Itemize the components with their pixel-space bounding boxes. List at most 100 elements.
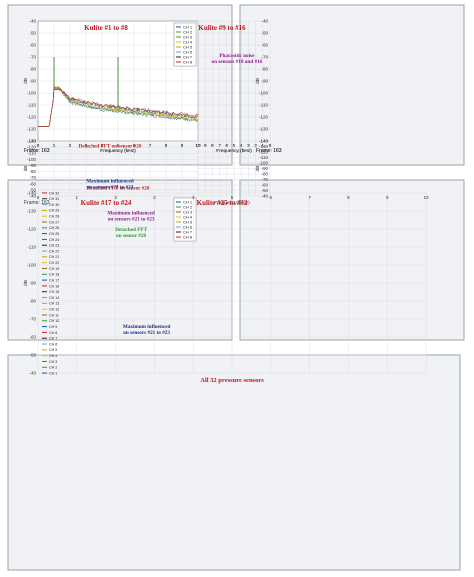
- x-tick-label: 10: [195, 143, 201, 148]
- legend-label: CH 3: [49, 360, 57, 364]
- legend-label: CH 32: [49, 191, 59, 195]
- annotation-line: Maximum influenced: [123, 324, 171, 330]
- y-tick-label: -100: [27, 157, 37, 162]
- chart-panel-k17: 0 1 2 3 4 5 6 7 8 9 10-40-50-60-70-80-90-100-110-1…: [7, 139, 233, 341]
- legend-label: CH 11: [49, 313, 59, 317]
- y-tick-label: -70: [29, 55, 36, 60]
- x-tick-label: 1: [262, 143, 265, 148]
- y-tick-label: -130: [259, 144, 269, 149]
- annotation-text: Pharasitic noise on sensors #10 and #16: [212, 53, 263, 65]
- y-axis-label: dB: [23, 166, 29, 172]
- x-tick-label: 2: [254, 143, 257, 148]
- x-tick-label: 9: [181, 143, 184, 148]
- chart-title: All 32 pressure sensors: [200, 377, 264, 384]
- legend-label: CH 7: [49, 337, 57, 341]
- legend-label: CH 3: [183, 35, 193, 40]
- y-tick-label: -90: [29, 79, 36, 84]
- chart-title: Kulite #9 to #16: [198, 24, 246, 32]
- annotation-text: Detached FFT on sensor #20: [79, 144, 142, 150]
- legend-label: CH 7: [183, 230, 193, 235]
- y-tick-label: -50: [29, 353, 36, 358]
- legend-label: CH 6: [49, 342, 57, 346]
- annotation-line: on sensors #10 and #16: [212, 59, 263, 65]
- x-tick-label: 7: [149, 143, 152, 148]
- frame-label: Frame: 163: [24, 148, 50, 154]
- y-axis-label: dB: [255, 166, 261, 172]
- annotation-line: Pharasitic noise: [219, 53, 255, 59]
- frame-label: Frame: 163: [256, 148, 282, 154]
- annotation-text: Maximum influenced on sensors #21 to #23: [123, 324, 171, 336]
- x-tick-label: 7: [218, 143, 221, 148]
- y-tick-label: -40: [29, 194, 36, 199]
- legend-label: CH 22: [49, 249, 59, 253]
- x-tick-label: 5: [117, 143, 120, 148]
- legend-label: CH 2: [49, 366, 57, 370]
- y-tick-label: -120: [259, 150, 269, 155]
- chart-title: Kulite #1 to #8: [84, 24, 128, 32]
- x-tick-label: 6: [133, 143, 136, 148]
- y-tick-label: -40: [261, 194, 268, 199]
- y-tick-label: -90: [29, 163, 36, 168]
- legend-label: CH 24: [49, 238, 59, 242]
- x-tick-label: 6: [270, 195, 273, 200]
- x-tick-label: 4: [240, 143, 243, 148]
- y-axis-label: dB: [23, 78, 29, 84]
- x-tick-label: 4: [240, 143, 243, 148]
- x-tick-label: 4: [101, 143, 104, 148]
- legend-label: CH 14: [49, 296, 59, 300]
- x-tick-label: 8: [211, 143, 214, 148]
- legend-label: CH 31: [49, 197, 59, 201]
- legend-label: CH 16: [49, 284, 59, 288]
- x-tick-label: 5: [233, 143, 236, 148]
- x-axis-label: Frequency (kHz): [216, 148, 252, 154]
- x-tick-label: 2: [254, 143, 257, 148]
- legend-label: CH 17: [49, 278, 59, 282]
- y-tick-label: -100: [259, 91, 269, 96]
- x-tick-label: 9: [386, 195, 389, 200]
- y-tick-label: -50: [29, 187, 36, 192]
- x-tick-label: 5: [117, 143, 120, 148]
- y-tick-label: -50: [261, 31, 268, 36]
- legend-label: CH 4: [183, 40, 193, 45]
- x-tick-label: 6: [226, 143, 229, 148]
- x-tick-label: 4: [101, 143, 104, 148]
- legend-label: CH 19: [49, 267, 59, 271]
- y-tick-label: -60: [29, 43, 36, 48]
- y-tick-label: -60: [29, 181, 36, 186]
- legend-box: [173, 22, 197, 67]
- x-tick-label: 10: [195, 143, 201, 148]
- legend-label: CH 27: [49, 220, 59, 224]
- x-tick-label: 2: [114, 195, 117, 200]
- legend-label: CH 30: [49, 203, 59, 207]
- panel-frame: [239, 179, 465, 341]
- legend-label: CH 6: [183, 50, 193, 55]
- legend-label: CH 29: [49, 209, 59, 213]
- x-tick-label: 9: [204, 143, 207, 148]
- annotation-text: Detached FFT on sensor #20: [115, 227, 147, 239]
- legend-label: CH 8: [49, 331, 57, 335]
- legend-label: CH 25: [49, 232, 59, 236]
- y-tick-label: -60: [29, 335, 36, 340]
- annotation-line: on sensors #21 to #23: [108, 217, 155, 223]
- frame-label: Frame: 163: [24, 200, 50, 206]
- y-tick-label: -50: [261, 188, 268, 193]
- y-tick-label: -80: [29, 67, 36, 72]
- chart-panel-k25: 012345678910-40-50-60-70-80-90-100-110-1…: [173, 139, 465, 341]
- x-tick-label: 0: [37, 143, 40, 148]
- y-tick-label: -60: [261, 43, 268, 48]
- legend-label: CH 4: [49, 354, 57, 358]
- x-tick-label: 8: [165, 143, 168, 148]
- legend-label: CH 5: [183, 45, 193, 50]
- annotation-line: Detached FFT on sensor #20: [79, 144, 142, 150]
- y-tick-label: -40: [29, 371, 36, 376]
- y-tick-label: -120: [259, 115, 269, 120]
- legend-label: CH 8: [183, 235, 193, 240]
- y-tick-label: -90: [29, 281, 36, 286]
- y-tick-label: -100: [27, 91, 37, 96]
- y-tick-label: -80: [29, 299, 36, 304]
- x-tick-label: 2: [69, 143, 72, 148]
- annotation-line: Maximum influenced: [107, 211, 155, 217]
- chart-panel-all: 0 1 2 3 4 5 6 7 8 9 10-40-50-60-70-80-90-100-110-1…: [7, 191, 461, 571]
- x-axis-label: Frequency (kHz): [100, 148, 136, 154]
